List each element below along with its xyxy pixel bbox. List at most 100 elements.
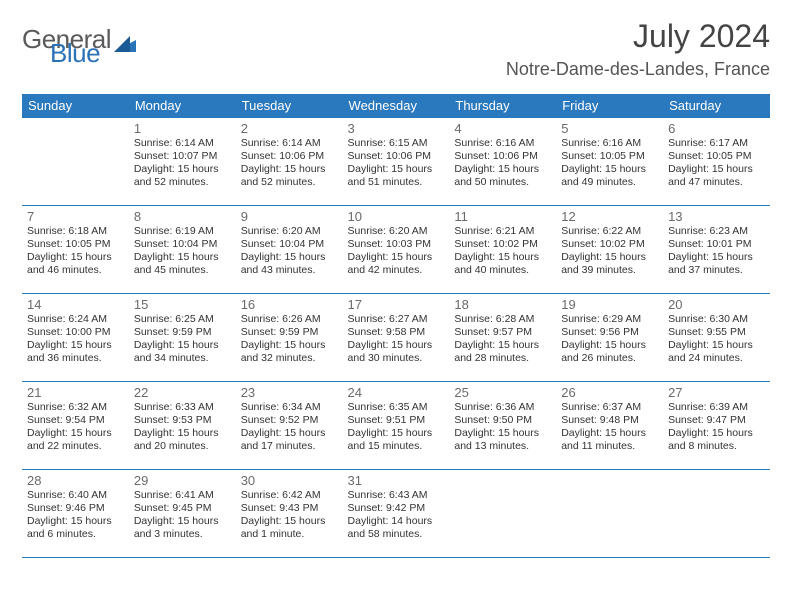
calendar-cell: 18Sunrise: 6:28 AMSunset: 9:57 PMDayligh… [449,294,556,382]
day-number: 4 [454,121,551,136]
day-header: Thursday [449,94,556,118]
calendar-cell [556,470,663,558]
day-header: Sunday [22,94,129,118]
calendar-table: SundayMondayTuesdayWednesdayThursdayFrid… [22,94,770,558]
day-header: Saturday [663,94,770,118]
calendar-cell: 7Sunrise: 6:18 AMSunset: 10:05 PMDayligh… [22,206,129,294]
day-number: 6 [668,121,765,136]
day-number: 12 [561,209,658,224]
day-number: 30 [241,473,338,488]
day-number: 11 [454,209,551,224]
calendar-cell: 11Sunrise: 6:21 AMSunset: 10:02 PMDaylig… [449,206,556,294]
day-info: Sunrise: 6:16 AMSunset: 10:05 PMDaylight… [561,137,658,190]
calendar-cell: 6Sunrise: 6:17 AMSunset: 10:05 PMDayligh… [663,118,770,206]
calendar-cell: 9Sunrise: 6:20 AMSunset: 10:04 PMDayligh… [236,206,343,294]
day-number: 26 [561,385,658,400]
calendar-cell: 13Sunrise: 6:23 AMSunset: 10:01 PMDaylig… [663,206,770,294]
day-number: 25 [454,385,551,400]
day-info: Sunrise: 6:14 AMSunset: 10:07 PMDaylight… [134,137,231,190]
day-info: Sunrise: 6:30 AMSunset: 9:55 PMDaylight:… [668,313,765,366]
calendar-cell [449,470,556,558]
day-info: Sunrise: 6:25 AMSunset: 9:59 PMDaylight:… [134,313,231,366]
location: Notre-Dame-des-Landes, France [506,59,770,80]
calendar-cell: 4Sunrise: 6:16 AMSunset: 10:06 PMDayligh… [449,118,556,206]
day-number: 28 [27,473,124,488]
day-number: 1 [134,121,231,136]
day-number: 8 [134,209,231,224]
month-title: July 2024 [506,18,770,55]
day-info: Sunrise: 6:34 AMSunset: 9:52 PMDaylight:… [241,401,338,454]
day-number: 31 [348,473,445,488]
calendar-cell [663,470,770,558]
calendar-cell: 22Sunrise: 6:33 AMSunset: 9:53 PMDayligh… [129,382,236,470]
day-number: 9 [241,209,338,224]
title-block: July 2024 Notre-Dame-des-Landes, France [506,18,770,80]
day-info: Sunrise: 6:28 AMSunset: 9:57 PMDaylight:… [454,313,551,366]
day-number: 5 [561,121,658,136]
day-number: 16 [241,297,338,312]
day-info: Sunrise: 6:15 AMSunset: 10:06 PMDaylight… [348,137,445,190]
day-info: Sunrise: 6:40 AMSunset: 9:46 PMDaylight:… [27,489,124,542]
day-number: 15 [134,297,231,312]
day-number: 3 [348,121,445,136]
brand-word2: Blue [50,42,136,64]
calendar-cell: 20Sunrise: 6:30 AMSunset: 9:55 PMDayligh… [663,294,770,382]
calendar-cell: 1Sunrise: 6:14 AMSunset: 10:07 PMDayligh… [129,118,236,206]
day-number: 29 [134,473,231,488]
day-number: 23 [241,385,338,400]
day-number: 24 [348,385,445,400]
calendar-cell: 26Sunrise: 6:37 AMSunset: 9:48 PMDayligh… [556,382,663,470]
day-number: 17 [348,297,445,312]
day-number: 13 [668,209,765,224]
day-info: Sunrise: 6:41 AMSunset: 9:45 PMDaylight:… [134,489,231,542]
day-info: Sunrise: 6:37 AMSunset: 9:48 PMDaylight:… [561,401,658,454]
day-number: 20 [668,297,765,312]
day-number: 27 [668,385,765,400]
calendar-cell: 8Sunrise: 6:19 AMSunset: 10:04 PMDayligh… [129,206,236,294]
calendar-cell: 5Sunrise: 6:16 AMSunset: 10:05 PMDayligh… [556,118,663,206]
day-number: 2 [241,121,338,136]
calendar-cell: 28Sunrise: 6:40 AMSunset: 9:46 PMDayligh… [22,470,129,558]
calendar-cell: 23Sunrise: 6:34 AMSunset: 9:52 PMDayligh… [236,382,343,470]
day-number: 22 [134,385,231,400]
calendar-cell: 10Sunrise: 6:20 AMSunset: 10:03 PMDaylig… [343,206,450,294]
day-number: 7 [27,209,124,224]
day-info: Sunrise: 6:24 AMSunset: 10:00 PMDaylight… [27,313,124,366]
day-header: Friday [556,94,663,118]
day-number: 14 [27,297,124,312]
calendar-cell: 14Sunrise: 6:24 AMSunset: 10:00 PMDaylig… [22,294,129,382]
day-info: Sunrise: 6:22 AMSunset: 10:02 PMDaylight… [561,225,658,278]
calendar-cell: 27Sunrise: 6:39 AMSunset: 9:47 PMDayligh… [663,382,770,470]
calendar-cell: 17Sunrise: 6:27 AMSunset: 9:58 PMDayligh… [343,294,450,382]
calendar-cell [22,118,129,206]
calendar-cell: 16Sunrise: 6:26 AMSunset: 9:59 PMDayligh… [236,294,343,382]
day-info: Sunrise: 6:19 AMSunset: 10:04 PMDaylight… [134,225,231,278]
header: General Blue July 2024 Notre-Dame-des-La… [22,18,770,80]
day-info: Sunrise: 6:43 AMSunset: 9:42 PMDaylight:… [348,489,445,542]
brand-logo: General Blue [22,18,136,64]
day-number: 21 [27,385,124,400]
day-info: Sunrise: 6:27 AMSunset: 9:58 PMDaylight:… [348,313,445,366]
calendar-cell: 25Sunrise: 6:36 AMSunset: 9:50 PMDayligh… [449,382,556,470]
day-info: Sunrise: 6:17 AMSunset: 10:05 PMDaylight… [668,137,765,190]
calendar-cell: 3Sunrise: 6:15 AMSunset: 10:06 PMDayligh… [343,118,450,206]
day-number: 18 [454,297,551,312]
day-number: 19 [561,297,658,312]
day-info: Sunrise: 6:21 AMSunset: 10:02 PMDaylight… [454,225,551,278]
calendar-cell: 2Sunrise: 6:14 AMSunset: 10:06 PMDayligh… [236,118,343,206]
calendar-cell: 12Sunrise: 6:22 AMSunset: 10:02 PMDaylig… [556,206,663,294]
day-info: Sunrise: 6:20 AMSunset: 10:04 PMDaylight… [241,225,338,278]
day-info: Sunrise: 6:39 AMSunset: 9:47 PMDaylight:… [668,401,765,454]
day-info: Sunrise: 6:42 AMSunset: 9:43 PMDaylight:… [241,489,338,542]
day-info: Sunrise: 6:14 AMSunset: 10:06 PMDaylight… [241,137,338,190]
day-info: Sunrise: 6:26 AMSunset: 9:59 PMDaylight:… [241,313,338,366]
calendar-cell: 19Sunrise: 6:29 AMSunset: 9:56 PMDayligh… [556,294,663,382]
day-info: Sunrise: 6:36 AMSunset: 9:50 PMDaylight:… [454,401,551,454]
day-info: Sunrise: 6:32 AMSunset: 9:54 PMDaylight:… [27,401,124,454]
day-info: Sunrise: 6:18 AMSunset: 10:05 PMDaylight… [27,225,124,278]
calendar-cell: 30Sunrise: 6:42 AMSunset: 9:43 PMDayligh… [236,470,343,558]
calendar-cell: 15Sunrise: 6:25 AMSunset: 9:59 PMDayligh… [129,294,236,382]
day-header: Wednesday [343,94,450,118]
day-info: Sunrise: 6:35 AMSunset: 9:51 PMDaylight:… [348,401,445,454]
day-info: Sunrise: 6:20 AMSunset: 10:03 PMDaylight… [348,225,445,278]
